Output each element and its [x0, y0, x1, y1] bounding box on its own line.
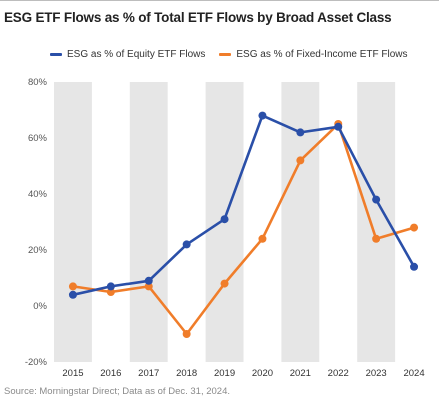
- data-point-equity-2019: [220, 215, 229, 224]
- x-tick-label-2018: 2018: [176, 368, 197, 379]
- data-point-equity-2021: [296, 128, 305, 137]
- x-tick-label-2016: 2016: [100, 368, 121, 379]
- legend-swatch-fixed-income: [219, 53, 232, 56]
- data-point-equity-2023: [372, 195, 381, 204]
- x-tick-label-2020: 2020: [252, 368, 273, 379]
- x-tick-label-2019: 2019: [214, 368, 235, 379]
- data-point-fixed-income-2016: [106, 288, 115, 296]
- legend: ESG as % of Equity ETF Flows ESG as % of…: [50, 49, 408, 60]
- data-point-fixed-income-2019: [220, 279, 229, 288]
- data-point-equity-2024: [410, 262, 419, 271]
- band-2017: [129, 82, 168, 362]
- y-tick-label: 40%: [28, 189, 48, 200]
- data-point-fixed-income-2024: [410, 223, 419, 232]
- band-2015: [54, 82, 92, 362]
- top-rule: [0, 0, 439, 1]
- data-point-equity-2018: [182, 240, 191, 249]
- data-point-equity-2020: [258, 111, 267, 120]
- series-line-fixed-income: [71, 122, 416, 336]
- data-point-equity-2022: [334, 122, 343, 131]
- data-point-fixed-income-2021: [296, 156, 305, 165]
- data-point-equity-2017: [144, 276, 153, 285]
- y-tick-label: 20%: [28, 245, 48, 256]
- y-tick-label: 60%: [28, 133, 48, 144]
- x-tick-label-2015: 2015: [62, 368, 83, 379]
- data-point-fixed-income-2020: [258, 234, 267, 243]
- legend-item-fixed-income: ESG as % of Fixed-Income ETF Flows: [219, 49, 408, 60]
- band-2021: [281, 82, 320, 362]
- x-tick-label-2024: 2024: [403, 368, 424, 379]
- source-note: Source: Morningstar Direct; Data as of D…: [4, 386, 230, 397]
- chart-title: ESG ETF Flows as % of Total ETF Flows by…: [4, 10, 392, 25]
- x-tick-label-2021: 2021: [290, 368, 311, 379]
- legend-item-equity: ESG as % of Equity ETF Flows: [50, 49, 205, 60]
- x-tick-label-2022: 2022: [328, 368, 349, 379]
- data-point-fixed-income-2015: [68, 282, 77, 291]
- legend-swatch-equity: [50, 53, 62, 56]
- legend-label-fixed-income: ESG as % of Fixed-Income ETF Flows: [236, 49, 408, 60]
- y-tick-label: 0%: [33, 301, 47, 312]
- x-tick-label-2017: 2017: [138, 368, 159, 379]
- data-point-fixed-income-2023: [372, 234, 381, 243]
- data-point-fixed-income-2017: [144, 282, 153, 291]
- legend-label-equity: ESG as % of Equity ETF Flows: [67, 49, 206, 60]
- x-tick-label-2023: 2023: [366, 368, 387, 379]
- data-point-equity-2015: [68, 290, 77, 299]
- data-point-equity-2016: [106, 282, 115, 291]
- series-line-equity: [71, 114, 416, 297]
- data-point-fixed-income-2018: [182, 330, 191, 338]
- y-tick-label: -20%: [25, 357, 48, 368]
- y-tick-label: 80%: [28, 77, 48, 88]
